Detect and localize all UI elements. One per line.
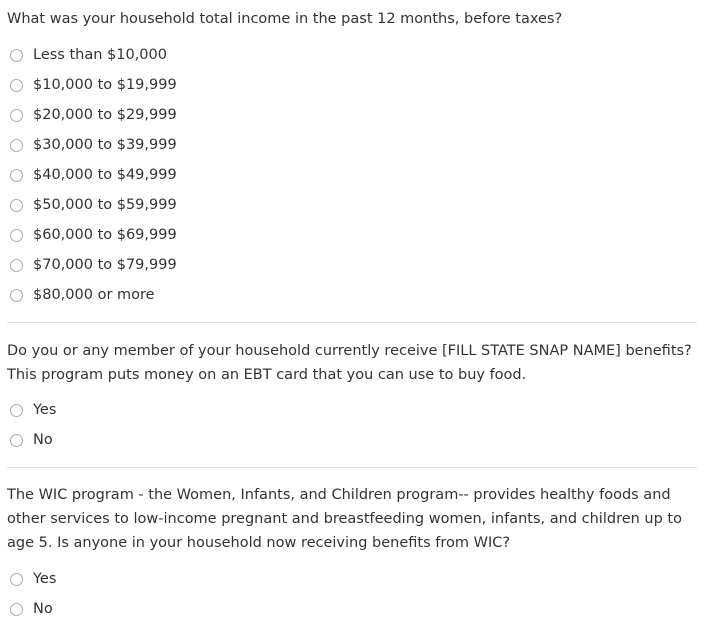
radio-option[interactable]: $70,000 to $79,999 — [7, 250, 697, 280]
radio-button[interactable] — [10, 168, 23, 182]
radio-button[interactable] — [10, 572, 23, 586]
option-label: $60,000 to $69,999 — [33, 227, 177, 243]
option-label: Yes — [33, 402, 57, 418]
option-label: Less than $10,000 — [33, 47, 167, 63]
radio-button[interactable] — [10, 433, 23, 447]
radio-button[interactable] — [10, 602, 23, 616]
radio-option-yes[interactable]: Yes — [7, 395, 697, 425]
option-label: No — [33, 601, 53, 617]
option-label: $70,000 to $79,999 — [33, 257, 177, 273]
radio-option[interactable]: $80,000 or more — [7, 280, 697, 310]
option-label: Yes — [33, 571, 57, 587]
radio-option[interactable]: $50,000 to $59,999 — [7, 190, 697, 220]
radio-button[interactable] — [10, 288, 23, 302]
radio-button[interactable] — [10, 138, 23, 152]
option-label: No — [33, 432, 53, 448]
wic-options: Yes No — [7, 564, 697, 624]
radio-option[interactable]: $30,000 to $39,999 — [7, 130, 697, 160]
snap-question: Do you or any member of your household c… — [7, 339, 697, 455]
divider — [7, 467, 697, 468]
radio-option-yes[interactable]: Yes — [7, 564, 697, 594]
option-label: $40,000 to $49,999 — [33, 167, 177, 183]
radio-option-no[interactable]: No — [7, 594, 697, 624]
radio-button[interactable] — [10, 258, 23, 272]
question-text: The WIC program - the Women, Infants, an… — [7, 487, 682, 551]
radio-button[interactable] — [10, 48, 23, 62]
radio-option[interactable]: $10,000 to $19,999 — [7, 70, 697, 100]
option-label: $80,000 or more — [33, 287, 155, 303]
option-label: $30,000 to $39,999 — [33, 137, 177, 153]
radio-option[interactable]: Less than $10,000 — [7, 40, 697, 70]
option-label: $20,000 to $29,999 — [33, 107, 177, 123]
wic-question: The WIC program - the Women, Infants, an… — [7, 483, 697, 624]
question-text: Do you or any member of your household c… — [7, 343, 692, 383]
option-label: $10,000 to $19,999 — [33, 77, 177, 93]
radio-button[interactable] — [10, 198, 23, 212]
radio-button[interactable] — [10, 78, 23, 92]
income-options: Less than $10,000 $10,000 to $19,999 $20… — [7, 40, 697, 310]
option-label: $50,000 to $59,999 — [33, 197, 177, 213]
radio-button[interactable] — [10, 228, 23, 242]
question-text: What was your household total income in … — [7, 11, 563, 27]
income-question: What was your household total income in … — [7, 7, 697, 310]
radio-button[interactable] — [10, 403, 23, 417]
radio-button[interactable] — [10, 108, 23, 122]
radio-option[interactable]: $40,000 to $49,999 — [7, 160, 697, 190]
snap-options: Yes No — [7, 395, 697, 455]
radio-option[interactable]: $20,000 to $29,999 — [7, 100, 697, 130]
radio-option[interactable]: $60,000 to $69,999 — [7, 220, 697, 250]
divider — [7, 322, 697, 323]
radio-option-no[interactable]: No — [7, 425, 697, 455]
